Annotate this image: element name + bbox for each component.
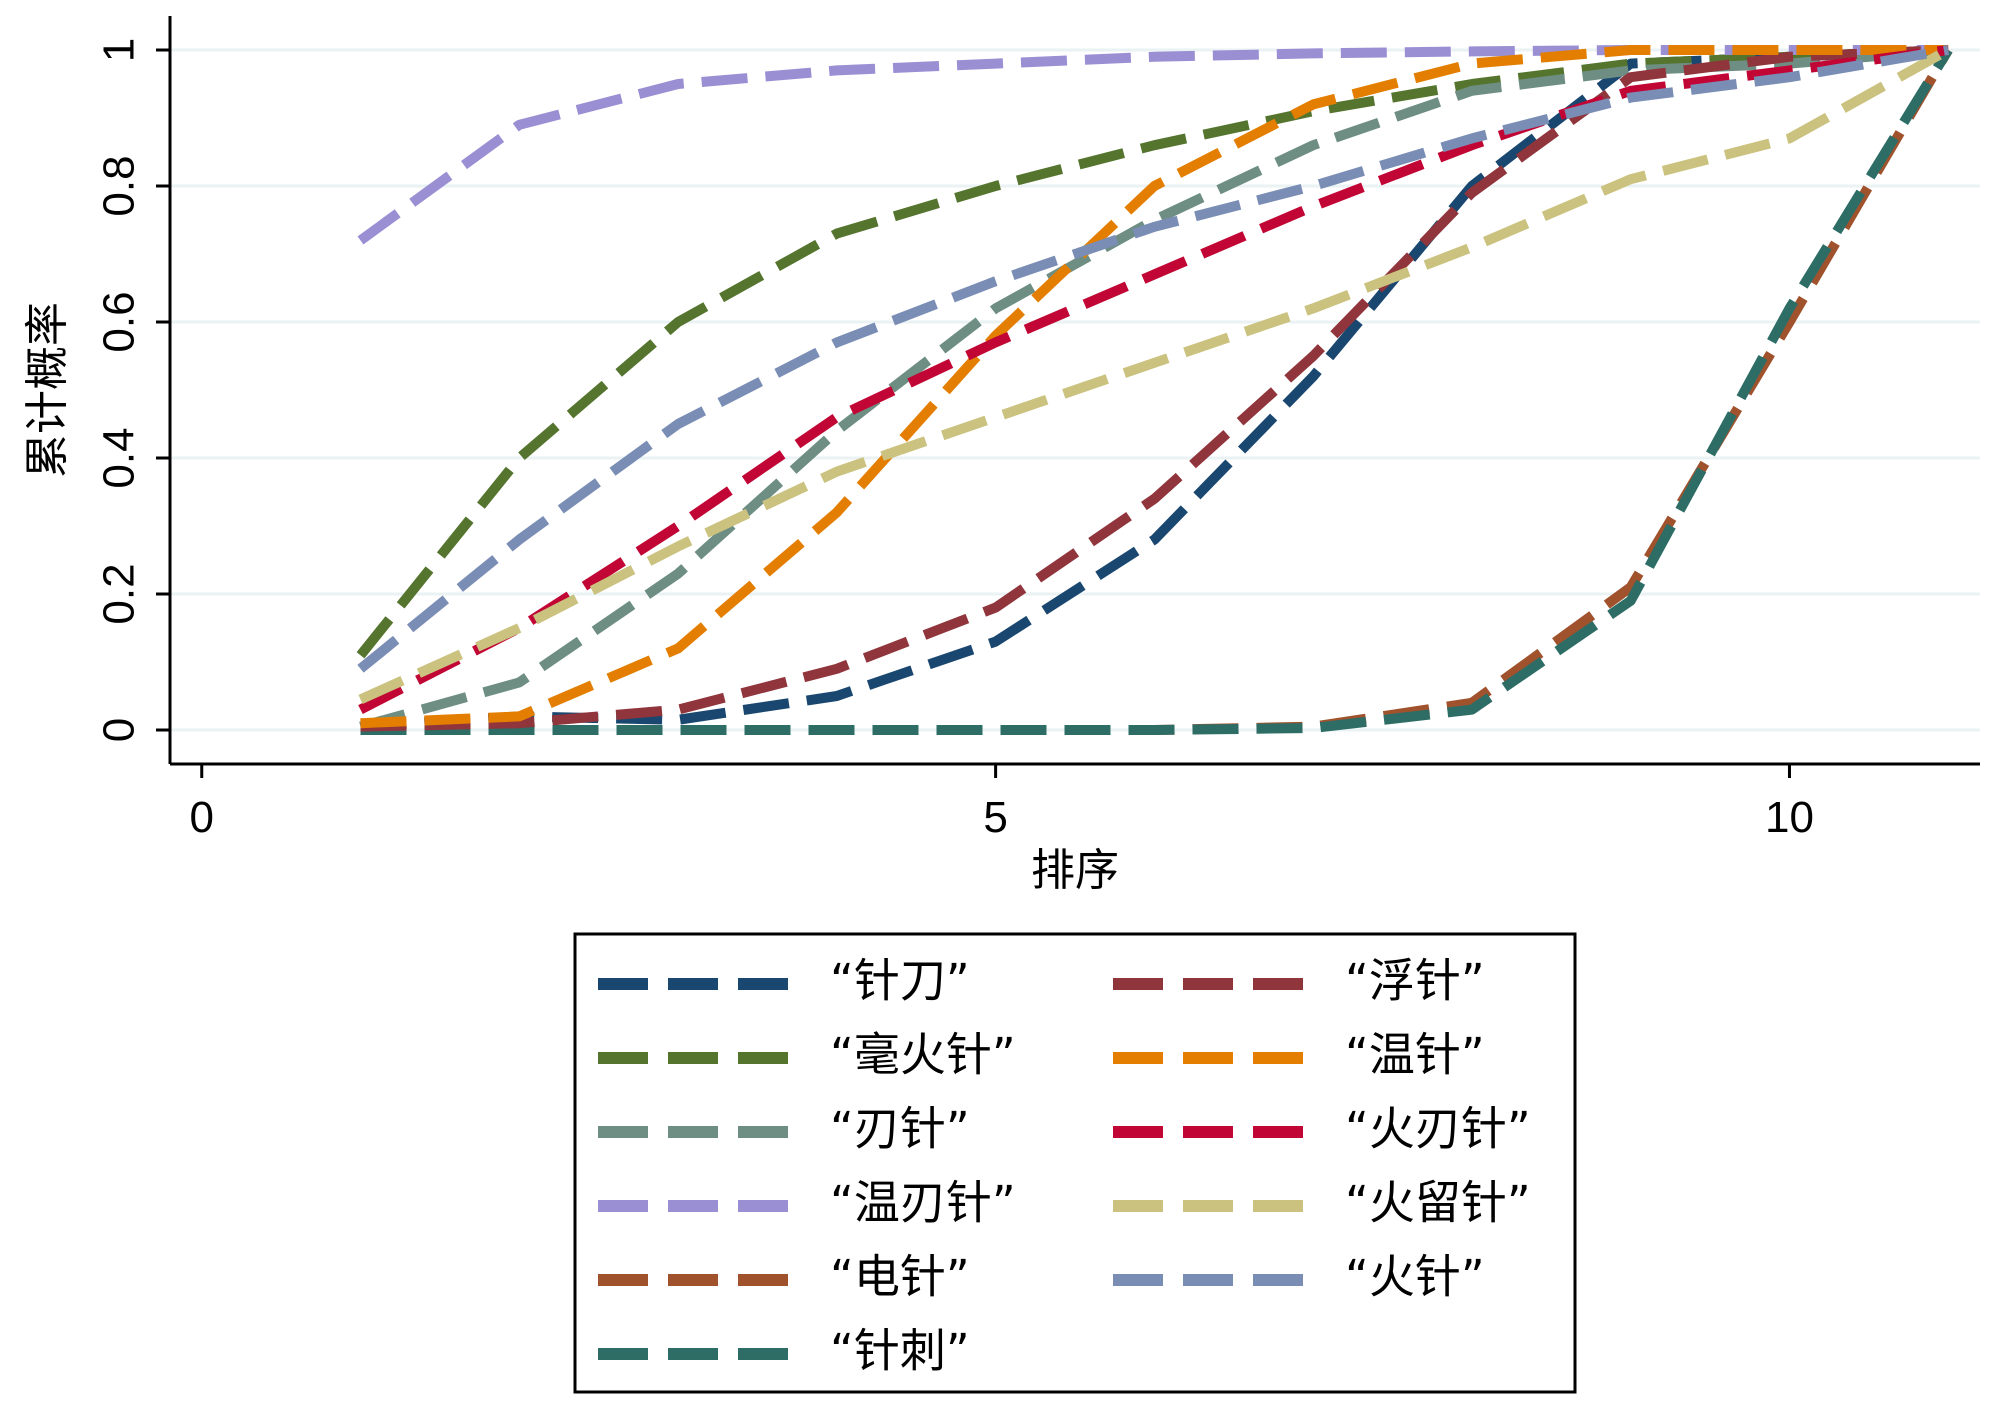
y-axis-title: 累计概率 <box>22 302 73 478</box>
series-line-2 <box>356 45 1949 659</box>
legend-items: “针刀” “毫火针” “刃针” “温刃针” “电针” “针刺” “浮针” “温针” “火刃针” “… <box>598 954 1531 1378</box>
legend-label: “火针” <box>1345 1250 1485 1304</box>
x-tick-label: 0 <box>190 793 214 842</box>
axes <box>168 16 1980 766</box>
x-tick-label: 5 <box>983 793 1007 842</box>
legend-box <box>573 932 1577 1394</box>
series-lines <box>356 45 1953 735</box>
x-axis-title: 排序 <box>1031 845 1119 896</box>
legend-label: “火留针” <box>1345 1176 1531 1230</box>
x-tick-label: 10 <box>1765 793 1814 842</box>
legend-label: “毫火针” <box>830 1028 1016 1082</box>
y-tick-label: 1 <box>95 38 144 62</box>
legend: “针刀” “毫火针” “刃针” “温刃针” “电针” “针刺” “浮针” “温针” “火刃针” “… <box>573 932 1577 1394</box>
series-line-8 <box>360 45 1949 729</box>
series-line-7 <box>360 45 1949 732</box>
legend-label: “电针” <box>830 1250 970 1304</box>
series-line-9 <box>358 45 1949 715</box>
legend-label: “刃针” <box>830 1102 970 1156</box>
legend-label: “浮针” <box>1345 954 1485 1008</box>
tick-marks-and-labels: 00.20.40.60.810 5 10 <box>95 38 1814 842</box>
y-tick-label: 0.2 <box>95 563 144 624</box>
y-tick-label: 0 <box>95 718 144 742</box>
legend-label: “温刃针” <box>830 1176 1016 1230</box>
series-line-6 <box>360 47 1953 735</box>
legend-label: “针刀” <box>830 954 970 1008</box>
legend-label: “针刺” <box>830 1324 970 1378</box>
y-tick-label: 0.6 <box>95 291 144 352</box>
y-tick-label: 0.4 <box>95 427 144 488</box>
y-tick-label: 0.8 <box>95 155 144 216</box>
series-line-10 <box>358 45 1951 704</box>
series-line-11 <box>357 45 1950 673</box>
legend-label: “火刃针” <box>1345 1102 1531 1156</box>
legend-label: “温针” <box>1345 1028 1485 1082</box>
